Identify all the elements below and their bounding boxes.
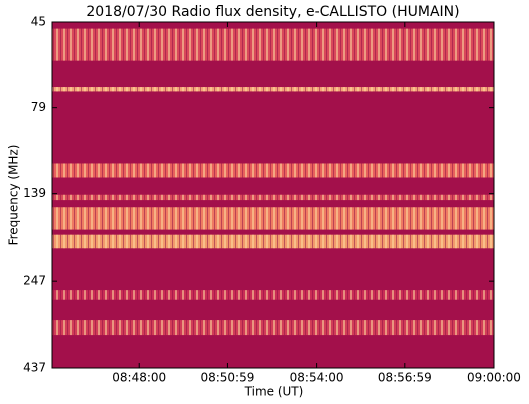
x-tick-label: 08:54:00 (290, 371, 344, 385)
band-texture (52, 207, 494, 230)
y-tick-label: 139 (23, 186, 46, 200)
y-tick-label: 247 (23, 274, 46, 288)
x-tick-label: 09:00:00 (467, 371, 521, 385)
y-tick-label: 45 (31, 15, 46, 29)
y-tick-label: 79 (31, 100, 46, 114)
plot-frame (51, 21, 495, 369)
x-axis-label: Time (UT) (244, 385, 304, 399)
y-axis-label: Frequency (MHz) (7, 145, 21, 246)
band-texture (52, 87, 494, 92)
x-tick-label: 08:48:00 (112, 371, 166, 385)
y-tick-label: 437 (23, 361, 46, 375)
band-texture (52, 234, 494, 249)
x-tick-label: 08:50:59 (200, 371, 254, 385)
band-texture (52, 290, 494, 300)
band-texture (52, 320, 494, 336)
band-texture (52, 163, 494, 178)
x-tick-label: 08:56:59 (378, 371, 432, 385)
chart-title: 2018/07/30 Radio flux density, e-CALLIST… (86, 4, 459, 20)
band-texture (52, 28, 494, 61)
band-texture (52, 194, 494, 201)
